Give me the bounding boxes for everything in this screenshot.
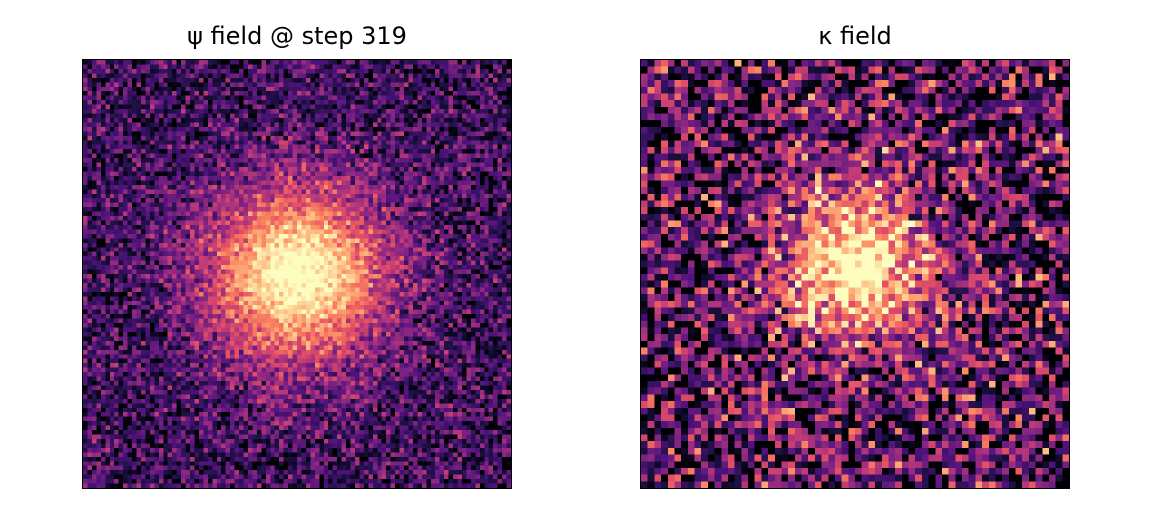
kappa-field-title: κ field (818, 22, 892, 50)
psi-field-heatmap (82, 59, 512, 489)
psi-field-image (83, 60, 511, 488)
kappa-field-heatmap (640, 59, 1070, 489)
psi-field-title: ψ field @ step 319 (187, 22, 407, 50)
kappa-field-image (641, 60, 1069, 488)
